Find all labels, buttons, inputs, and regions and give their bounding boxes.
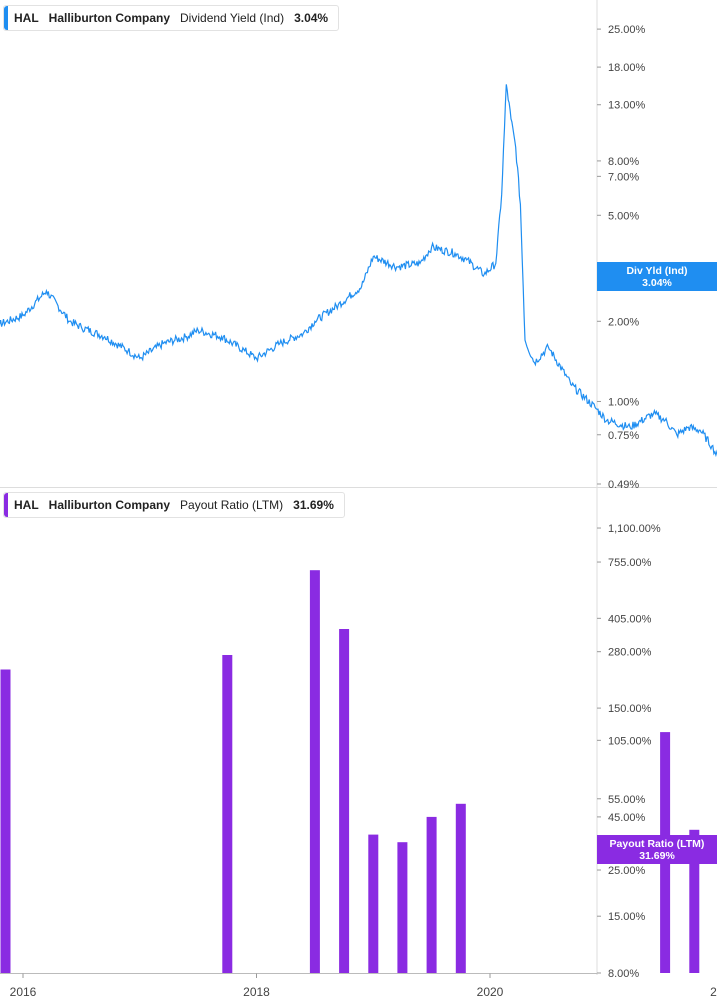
- series-color-swatch: [4, 6, 8, 30]
- company-label: Halliburton Company: [48, 11, 171, 25]
- y-tick-label: 5.00%: [608, 210, 639, 222]
- top-legend[interactable]: HAL Halliburton Company Dividend Yield (…: [3, 5, 340, 31]
- payout-ratio-bar: [455, 803, 466, 973]
- x-tick-label: 2018: [243, 985, 270, 999]
- y-tick-label: 1.00%: [608, 396, 639, 408]
- badge-label: Payout Ratio (LTM): [609, 838, 705, 850]
- series-color-swatch: [4, 493, 8, 517]
- y-tick-label: 45.00%: [608, 812, 646, 824]
- y-tick-label: 1,100.00%: [608, 523, 661, 535]
- payout-ratio-bar: [397, 842, 408, 973]
- payout-ratio-bar: [368, 834, 379, 973]
- top-plot-area: [0, 84, 717, 458]
- dividend-yield-line: [0, 84, 717, 458]
- payout-ratio-bar: [309, 570, 320, 973]
- y-tick-label: 25.00%: [608, 24, 646, 36]
- y-tick-label: 150.00%: [608, 703, 652, 715]
- y-tick-label: 18.00%: [608, 62, 646, 74]
- y-tick-label: 2.00%: [608, 316, 639, 328]
- badge-label: Div Yld (Ind): [626, 265, 688, 277]
- y-tick-label: 105.00%: [608, 735, 652, 747]
- badge-value: 3.04%: [642, 277, 672, 289]
- x-tick-label: 2020: [477, 985, 504, 999]
- current-value-badge: Div Yld (Ind) 3.04%: [597, 262, 717, 291]
- y-tick-label: 25.00%: [608, 865, 646, 877]
- ticker-label: HAL: [14, 11, 39, 25]
- bottom-legend[interactable]: HAL Halliburton Company Payout Ratio (LT…: [3, 492, 345, 518]
- y-tick-label: 8.00%: [608, 156, 639, 168]
- x-axis: 20162018202020222024: [10, 973, 717, 999]
- bottom-y-axis: 8.00% 15.00% 25.00% 45.00% 55.00% 105.00% 150.…: [597, 523, 661, 980]
- payout-ratio-bar: [222, 655, 233, 973]
- metric-label: Payout Ratio (LTM): [180, 498, 284, 512]
- y-tick-label: 280.00%: [608, 647, 652, 659]
- metric-value: 31.69%: [293, 498, 334, 512]
- company-label: Halliburton Company: [48, 498, 171, 512]
- x-tick-label: 2022: [710, 985, 717, 999]
- payout-ratio-bar: [426, 816, 437, 973]
- payout-ratio-bar: [689, 829, 700, 973]
- y-tick-label: 8.00%: [608, 968, 639, 980]
- panel-frame: [0, 0, 717, 975]
- payout-ratio-bar: [339, 629, 350, 973]
- metric-label: Dividend Yield (Ind): [180, 11, 285, 25]
- current-value-badge: Payout Ratio (LTM) 31.69%: [597, 835, 717, 864]
- y-tick-label: 7.00%: [608, 171, 639, 183]
- x-tick-label: 2016: [10, 985, 37, 999]
- metric-value: 3.04%: [294, 11, 329, 25]
- top-y-axis: 0.49% 0.75% 1.00% 2.00% 5.00% 7.00% 8.00% 13.00…: [597, 24, 646, 491]
- y-tick-label: 55.00%: [608, 794, 646, 806]
- y-tick-label: 0.75%: [608, 430, 639, 442]
- payout-ratio-bar: [0, 669, 11, 973]
- y-tick-label: 755.00%: [608, 557, 652, 569]
- ticker-label: HAL: [14, 498, 39, 512]
- y-tick-label: 0.49%: [608, 479, 639, 491]
- y-tick-label: 405.00%: [608, 613, 652, 625]
- y-tick-label: 15.00%: [608, 911, 646, 923]
- y-tick-label: 13.00%: [608, 100, 646, 112]
- badge-value: 31.69%: [639, 850, 675, 862]
